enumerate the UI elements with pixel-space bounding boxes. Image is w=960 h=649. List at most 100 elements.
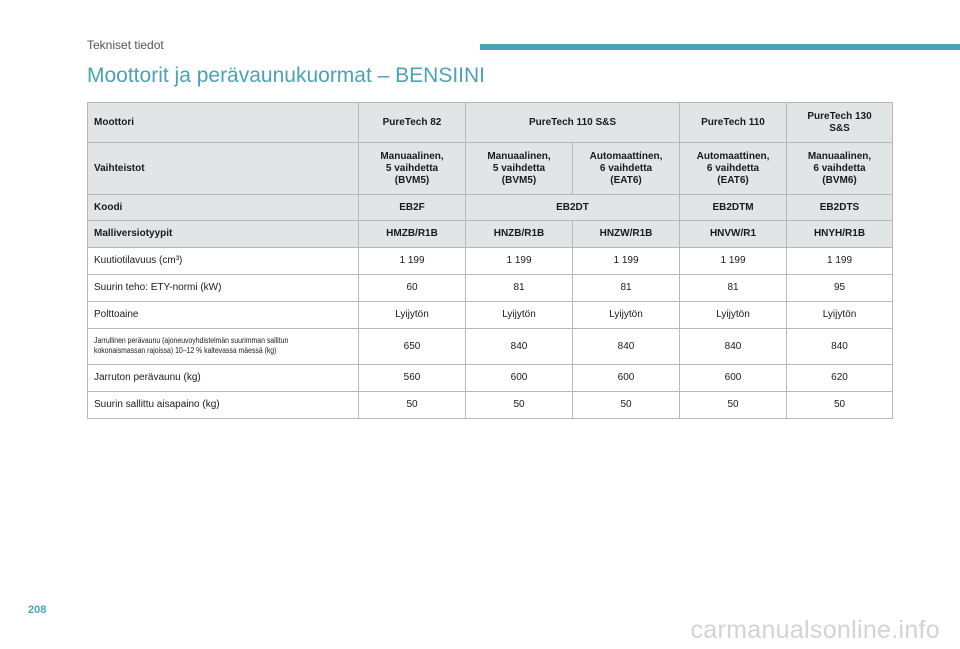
cell-value: 50 — [513, 399, 525, 410]
cell-value: HNYH/R1B — [813, 228, 866, 239]
page-number: 208 — [28, 604, 47, 616]
cell-value: 81 — [620, 282, 632, 293]
cell-value: 1 199 — [613, 255, 639, 266]
row-label: Jarrullinen perävaunu (ajoneuvoyhdistelm… — [94, 336, 289, 355]
table-cell: EB2DTS — [786, 194, 893, 221]
row-label-cell: Vaihteistot — [87, 142, 359, 195]
table-row: Moottori PureTech 82 PureTech 110 S&S PureT… — [87, 102, 893, 143]
spec-table-body: Moottori PureTech 82 PureTech 110 S&S PureT… — [87, 102, 893, 419]
cell-value: PureTech 130 S&S — [807, 110, 872, 134]
cell-value: 81 — [513, 282, 525, 293]
table-cell: 840 — [465, 328, 573, 365]
table-row: Vaihteistot Manuaalinen, 5 vaihdetta (BVM… — [87, 142, 893, 195]
table-cell: 620 — [786, 364, 893, 392]
table-cell: 50 — [679, 391, 787, 419]
table-cell: Automaattinen, 6 vaihdetta (EAT6) — [679, 142, 787, 195]
cell-value: EB2DT — [556, 201, 589, 213]
table-row: Koodi EB2F EB2DT EB2DTM EB2DTS — [87, 194, 893, 221]
cell-value: EB2F — [399, 201, 425, 213]
cell-value: PureTech 110 — [701, 116, 765, 128]
row-label: Jarruton perävaunu (kg) — [94, 372, 201, 383]
cell-value: 50 — [406, 399, 418, 410]
cell-value: EB2DTM — [712, 201, 754, 213]
cell-value: HMZB/R1B — [386, 228, 438, 239]
table-cell: 840 — [786, 328, 893, 365]
cell-value: 840 — [617, 340, 635, 352]
row-label: Koodi — [94, 201, 123, 213]
table-row: Jarrullinen perävaunu (ajoneuvoyhdistelm… — [87, 328, 893, 365]
cell-value: 840 — [724, 340, 742, 352]
table-cell: 60 — [358, 274, 466, 302]
table-row: Suurin sallittu aisapaino (kg) 50 50 50 50 50 — [87, 391, 893, 419]
table-row: Kuutiotilavuus (cm³) 1 199 1 199 1 199 1 199… — [87, 247, 893, 275]
table-cell: Lyijytön — [358, 301, 466, 329]
cell-value: 620 — [831, 372, 848, 383]
table-cell: Manuaalinen, 6 vaihdetta (BVM6) — [786, 142, 893, 195]
cell-value: 50 — [727, 399, 739, 410]
row-label-cell: Malliversiotyypit — [87, 220, 359, 248]
cell-value: 1 199 — [399, 255, 425, 266]
row-label: Malliversiotyypit — [94, 228, 173, 239]
table-row: Malliversiotyypit HMZB/R1B HNZB/R1B HNZW/R1… — [87, 220, 893, 248]
table-cell: Lyijytön — [572, 301, 680, 329]
header-accent-bar — [480, 44, 960, 50]
table-cell: 50 — [786, 391, 893, 419]
row-label-cell: Koodi — [87, 194, 359, 221]
table-cell: PureTech 82 — [358, 102, 466, 143]
cell-value: Manuaalinen, 5 vaihdetta (BVM5) — [380, 150, 444, 186]
table-row: Polttoaine Lyijytön Lyijytön Lyijytön Lyijyt… — [87, 301, 893, 329]
table-cell: 81 — [679, 274, 787, 302]
table-cell: 600 — [465, 364, 573, 392]
table-cell: PureTech 130 S&S — [786, 102, 893, 143]
table-cell: 50 — [358, 391, 466, 419]
row-label-cell: Jarruton perävaunu (kg) — [87, 364, 359, 392]
table-cell: 95 — [786, 274, 893, 302]
row-label-cell: Polttoaine — [87, 301, 359, 329]
table-cell: 1 199 — [358, 247, 466, 275]
cell-value: 840 — [831, 340, 848, 352]
watermark-text: carmanualsonline.info — [690, 616, 940, 644]
table-cell: EB2F — [358, 194, 466, 221]
table-cell: 840 — [572, 328, 680, 365]
table-cell: Lyijytön — [679, 301, 787, 329]
cell-value: Lyijytön — [502, 309, 536, 320]
table-cell: EB2DT — [465, 194, 680, 221]
cell-value: Lyijytön — [716, 309, 750, 320]
row-label: Suurin sallittu aisapaino (kg) — [94, 399, 220, 410]
table-cell: Lyijytön — [465, 301, 573, 329]
section-label: Tekniset tiedot — [87, 38, 164, 52]
cell-value: 560 — [403, 372, 421, 383]
row-label: Kuutiotilavuus (cm³) — [94, 255, 183, 266]
table-cell: HMZB/R1B — [358, 220, 466, 248]
cell-value: 50 — [620, 399, 632, 410]
row-label: Moottori — [94, 116, 134, 128]
cell-value: Lyijytön — [822, 309, 857, 320]
table-cell: 81 — [465, 274, 573, 302]
cell-value: Automaattinen, 6 vaihdetta (EAT6) — [589, 150, 663, 186]
row-label: Suurin teho: ETY-normi (kW) — [94, 282, 222, 293]
table-cell: 840 — [679, 328, 787, 365]
table-cell: HNVW/R1 — [679, 220, 787, 248]
table-cell: 650 — [358, 328, 466, 365]
cell-value: 600 — [510, 372, 528, 383]
cell-value: 50 — [833, 399, 846, 410]
table-cell: HNYH/R1B — [786, 220, 893, 248]
table-cell: PureTech 110 — [679, 102, 787, 143]
table-cell: 600 — [572, 364, 680, 392]
cell-value: Lyijytön — [609, 309, 643, 320]
table-cell: 560 — [358, 364, 466, 392]
row-label-cell: Suurin sallittu aisapaino (kg) — [87, 391, 359, 419]
table-cell: 600 — [679, 364, 787, 392]
table-row: Jarruton perävaunu (kg) 560 600 600 600 620 — [87, 364, 893, 392]
cell-value: Lyijytön — [395, 309, 429, 320]
cell-value: 95 — [833, 282, 846, 293]
table-cell: 50 — [465, 391, 573, 419]
table-cell: 1 199 — [572, 247, 680, 275]
table-cell: Automaattinen, 6 vaihdetta (EAT6) — [572, 142, 680, 195]
row-label-cell: Moottori — [87, 102, 359, 143]
table-cell: 81 — [572, 274, 680, 302]
table-row: Suurin teho: ETY-normi (kW) 60 81 81 81 95 — [87, 274, 893, 302]
cell-value: 60 — [406, 282, 418, 293]
table-cell: HNZB/R1B — [465, 220, 573, 248]
table-cell: Manuaalinen, 5 vaihdetta (BVM5) — [465, 142, 573, 195]
